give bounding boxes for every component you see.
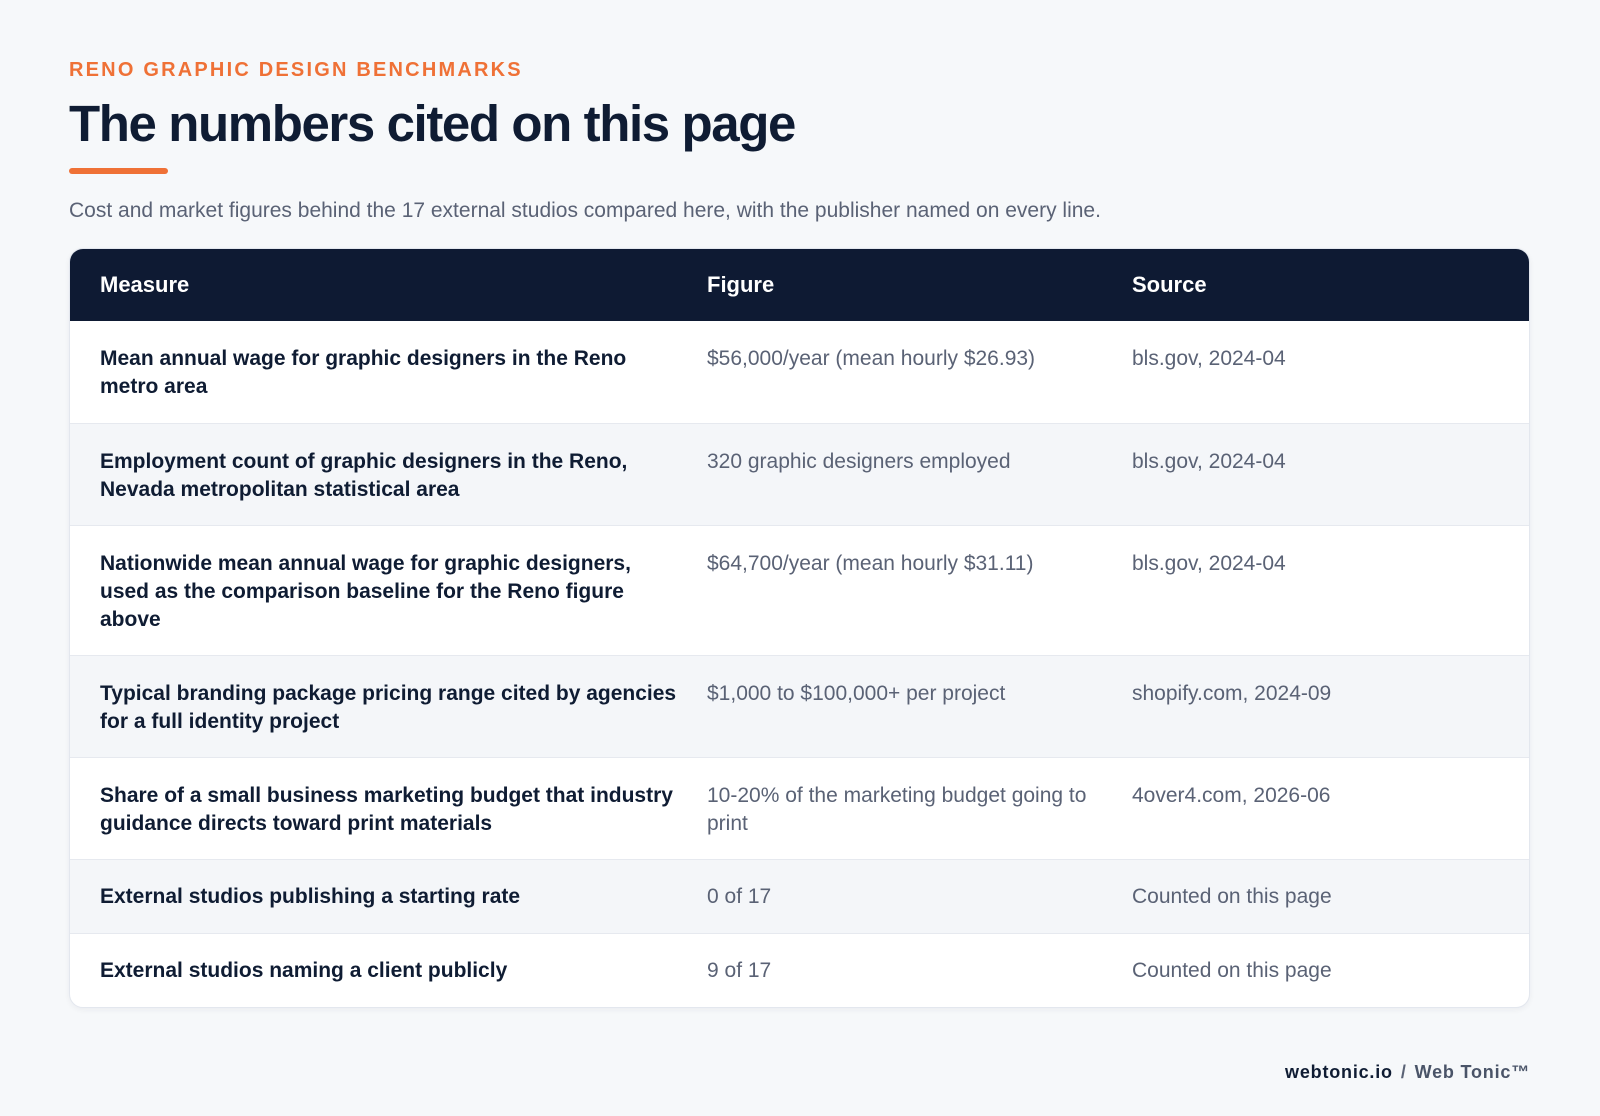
footer-credit: webtonic.io / Web Tonic™	[1285, 1062, 1530, 1083]
table-row: External studios publishing a starting r…	[70, 859, 1529, 933]
cell-measure: External studios naming a client publicl…	[100, 959, 508, 982]
cell-measure: Typical branding package pricing range c…	[100, 682, 677, 733]
eyebrow-label: RENO GRAPHIC DESIGN BENCHMARKS	[69, 59, 523, 81]
table-row: External studios naming a client publicl…	[70, 933, 1529, 1007]
cell-source: shopify.com, 2024-09	[1132, 682, 1332, 705]
cell-source: bls.gov, 2024-04	[1132, 450, 1286, 473]
cell-measure: External studios publishing a starting r…	[100, 885, 521, 908]
cell-source: Counted on this page	[1132, 959, 1332, 982]
table-row: Nationwide mean annual wage for graphic …	[70, 525, 1529, 655]
footer-domain: webtonic.io	[1285, 1062, 1393, 1082]
cell-figure: 0 of 17	[707, 885, 772, 908]
footer-brand: Web Tonic™	[1414, 1062, 1530, 1082]
cell-source: Counted on this page	[1132, 885, 1332, 908]
column-header-measure: Measure	[100, 272, 190, 297]
page-title: The numbers cited on this page	[69, 95, 796, 152]
cell-source: bls.gov, 2024-04	[1132, 347, 1286, 370]
cell-measure: Mean annual wage for graphic designers i…	[100, 347, 627, 398]
cell-figure: 10-20% of the marketing budget going to …	[707, 784, 1087, 835]
cell-figure: 320 graphic designers employed	[707, 450, 1011, 473]
column-header-source: Source	[1132, 272, 1207, 297]
title-underline	[69, 168, 168, 174]
table-row: Typical branding package pricing range c…	[70, 655, 1529, 757]
cell-source: 4over4.com, 2026-06	[1132, 784, 1331, 807]
table-row: Mean annual wage for graphic designers i…	[70, 321, 1529, 423]
page-subtitle: Cost and market figures behind the 17 ex…	[69, 199, 1101, 222]
cell-figure: $56,000/year (mean hourly $26.93)	[707, 347, 1036, 370]
table-row: Employment count of graphic designers in…	[70, 423, 1529, 525]
table-row: Share of a small business marketing budg…	[70, 757, 1529, 859]
cell-measure: Employment count of graphic designers in…	[100, 450, 628, 501]
cell-figure: $64,700/year (mean hourly $31.11)	[707, 552, 1034, 575]
cell-figure: 9 of 17	[707, 959, 772, 982]
column-header-figure: Figure	[707, 272, 775, 297]
table-body: Mean annual wage for graphic designers i…	[70, 321, 1529, 1007]
footer-separator: /	[1400, 1062, 1407, 1082]
cell-figure: $1,000 to $100,000+ per project	[707, 682, 1006, 705]
benchmarks-table: Measure Figure Source Mean annual wage f…	[69, 248, 1530, 1008]
cell-measure: Nationwide mean annual wage for graphic …	[100, 552, 631, 631]
cell-measure: Share of a small business marketing budg…	[100, 784, 673, 835]
cell-source: bls.gov, 2024-04	[1132, 552, 1286, 575]
table-header: Measure Figure Source	[70, 249, 1529, 321]
